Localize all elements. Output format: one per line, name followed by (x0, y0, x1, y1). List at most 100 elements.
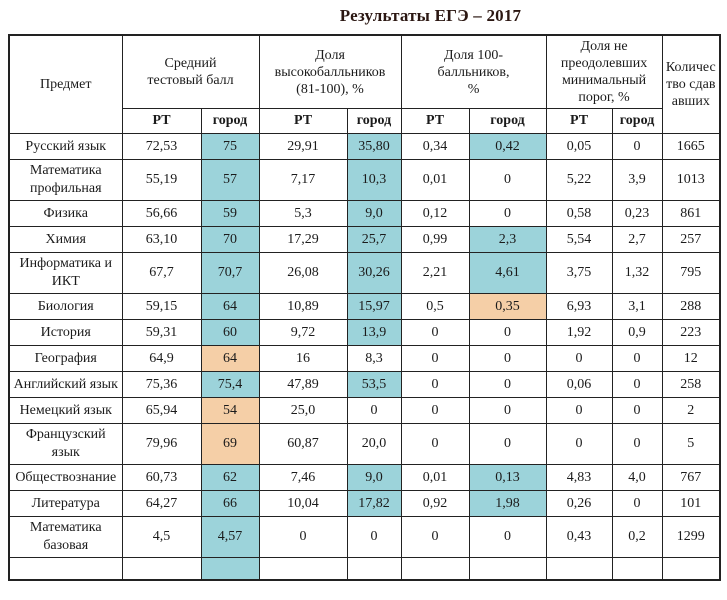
count-cell: 288 (661, 293, 721, 320)
value-cell: 20,0 (346, 423, 402, 465)
value-cell: 0,06 (545, 371, 613, 398)
value-cell: 0 (468, 159, 547, 201)
value-cell: 55,19 (121, 159, 202, 201)
value-cell: 0 (611, 133, 663, 160)
subheader-rt: РТ (400, 108, 470, 134)
value-cell (121, 557, 202, 581)
table-row: Французский язык 79,96 69 60,87 20,0 0 0 0 0 5 (8, 423, 721, 465)
header-100-scorers: Доля 100- балльников, % (400, 34, 547, 109)
subject-cell: Обществознание (8, 464, 123, 491)
value-cell (611, 557, 663, 581)
value-cell: 67,7 (121, 252, 202, 294)
header-count: Количество сдававших (661, 34, 721, 134)
count-cell: 2 (661, 397, 721, 424)
value-cell: 75,4 (200, 371, 260, 398)
value-cell: 15,97 (346, 293, 402, 320)
table-row: Физика 56,66 59 5,3 9,0 0,12 0 0,58 0,23 861 (8, 200, 721, 227)
value-cell: 25,0 (258, 397, 348, 424)
value-cell: 0,05 (545, 133, 613, 160)
value-cell: 0,99 (400, 226, 470, 253)
value-cell: 0 (400, 397, 470, 424)
value-cell: 75,36 (121, 371, 202, 398)
value-cell: 0 (611, 345, 663, 372)
value-cell: 64,27 (121, 490, 202, 517)
value-cell: 0 (346, 397, 402, 424)
value-cell: 0 (468, 423, 547, 465)
value-cell: 79,96 (121, 423, 202, 465)
count-cell: 101 (661, 490, 721, 517)
value-cell: 59,31 (121, 319, 202, 346)
subject-cell: Русский язык (8, 133, 123, 160)
value-cell: 59 (200, 200, 260, 227)
value-cell: 0,35 (468, 293, 547, 320)
value-cell: 3,9 (611, 159, 663, 201)
value-cell: 4,5 (121, 516, 202, 558)
value-cell: 0 (400, 423, 470, 465)
value-cell: 0 (468, 200, 547, 227)
value-cell: 0,42 (468, 133, 547, 160)
value-cell (400, 557, 470, 581)
value-cell: 0,34 (400, 133, 470, 160)
value-cell: 56,66 (121, 200, 202, 227)
results-table: Предмет Средний тестовый балл Доля высок… (8, 34, 722, 581)
value-cell: 25,7 (346, 226, 402, 253)
subject-cell: Информатика и ИКТ (8, 252, 123, 294)
value-cell: 5,3 (258, 200, 348, 227)
table-row: История 59,31 60 9,72 13,9 0 0 1,92 0,9 223 (8, 319, 721, 346)
value-cell: 60,73 (121, 464, 202, 491)
count-cell: 795 (661, 252, 721, 294)
value-cell: 0 (400, 345, 470, 372)
value-cell: 0,13 (468, 464, 547, 491)
value-cell: 0 (545, 345, 613, 372)
value-cell: 4,83 (545, 464, 613, 491)
subheader-city: город (200, 108, 260, 134)
value-cell: 2,3 (468, 226, 547, 253)
value-cell: 0,01 (400, 159, 470, 201)
header-subject: Предмет (8, 34, 123, 134)
value-cell: 4,57 (200, 516, 260, 558)
value-cell: 9,72 (258, 319, 348, 346)
count-cell: 767 (661, 464, 721, 491)
value-cell: 5,22 (545, 159, 613, 201)
value-cell: 0,58 (545, 200, 613, 227)
value-cell: 66 (200, 490, 260, 517)
count-cell (661, 557, 721, 581)
value-cell: 0 (468, 319, 547, 346)
value-cell: 2,7 (611, 226, 663, 253)
value-cell: 10,89 (258, 293, 348, 320)
page-title: Результаты ЕГЭ – 2017 (339, 6, 522, 25)
value-cell: 10,04 (258, 490, 348, 517)
subheader-city: город (611, 108, 663, 134)
value-cell: 8,3 (346, 345, 402, 372)
value-cell: 75 (200, 133, 260, 160)
count-cell: 5 (661, 423, 721, 465)
value-cell: 3,1 (611, 293, 663, 320)
table-row (8, 557, 721, 581)
value-cell: 0 (611, 490, 663, 517)
value-cell: 0 (258, 516, 348, 558)
value-cell: 0,5 (400, 293, 470, 320)
subheader-city: город (468, 108, 547, 134)
subheader-rt: РТ (545, 108, 613, 134)
table-row: Математика базовая 4,5 4,57 0 0 0 0 0,43 0,2 1299 (8, 516, 721, 558)
table-row: Биология 59,15 64 10,89 15,97 0,5 0,35 6,93 3,1 2… (8, 293, 721, 320)
value-cell: 59,15 (121, 293, 202, 320)
value-cell: 72,53 (121, 133, 202, 160)
value-cell: 70,7 (200, 252, 260, 294)
value-cell: 63,10 (121, 226, 202, 253)
subject-cell: Математика профильная (8, 159, 123, 201)
value-cell: 29,91 (258, 133, 348, 160)
value-cell: 17,82 (346, 490, 402, 517)
count-cell: 257 (661, 226, 721, 253)
value-cell: 3,75 (545, 252, 613, 294)
value-cell: 0 (468, 345, 547, 372)
table-row: Информатика и ИКТ 67,7 70,7 26,08 30,26 2,21 4… (8, 252, 721, 294)
value-cell: 0,01 (400, 464, 470, 491)
value-cell: 7,17 (258, 159, 348, 201)
value-cell (346, 557, 402, 581)
value-cell: 54 (200, 397, 260, 424)
value-cell: 0 (400, 319, 470, 346)
count-cell: 1013 (661, 159, 721, 201)
value-cell: 1,98 (468, 490, 547, 517)
